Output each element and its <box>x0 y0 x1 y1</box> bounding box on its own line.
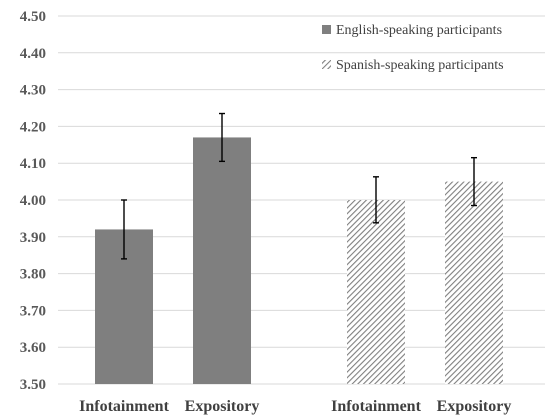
legend-swatch <box>322 25 331 34</box>
y-tick-label: 3.90 <box>20 230 46 246</box>
y-tick-label: 4.50 <box>20 9 46 25</box>
legend-swatch <box>322 60 331 69</box>
y-tick-label: 3.70 <box>20 303 46 319</box>
y-tick-label: 3.80 <box>20 267 46 283</box>
x-axis-labels: Infotainment Expository Infotainment Exposi… <box>79 398 511 415</box>
bar <box>347 200 405 384</box>
y-tick-label: 4.20 <box>20 119 46 135</box>
bar <box>445 181 503 384</box>
bars <box>95 137 503 384</box>
bar <box>193 137 251 384</box>
y-tick-label: 4.00 <box>20 193 46 209</box>
y-axis-ticks: 3.50 3.60 3.70 3.80 3.90 4.00 4.10 4.20 4.30 4.40… <box>20 9 46 393</box>
legend-label: Spanish-speaking participants <box>336 58 504 73</box>
x-category-label: Expository <box>185 398 260 415</box>
error-bars <box>121 112 477 260</box>
y-tick-label: 4.30 <box>20 83 46 99</box>
legend-label: English-speaking participants <box>336 23 502 38</box>
y-tick-label: 3.50 <box>20 377 46 393</box>
x-category-label: Infotainment <box>331 398 421 415</box>
y-tick-label: 4.40 <box>20 46 46 62</box>
x-category-label: Expository <box>437 398 512 415</box>
y-tick-label: 3.60 <box>20 340 46 356</box>
y-tick-label: 4.10 <box>20 156 46 172</box>
x-category-label: Infotainment <box>79 398 169 415</box>
legend: English-speaking participants Spanish-spe… <box>322 23 504 73</box>
